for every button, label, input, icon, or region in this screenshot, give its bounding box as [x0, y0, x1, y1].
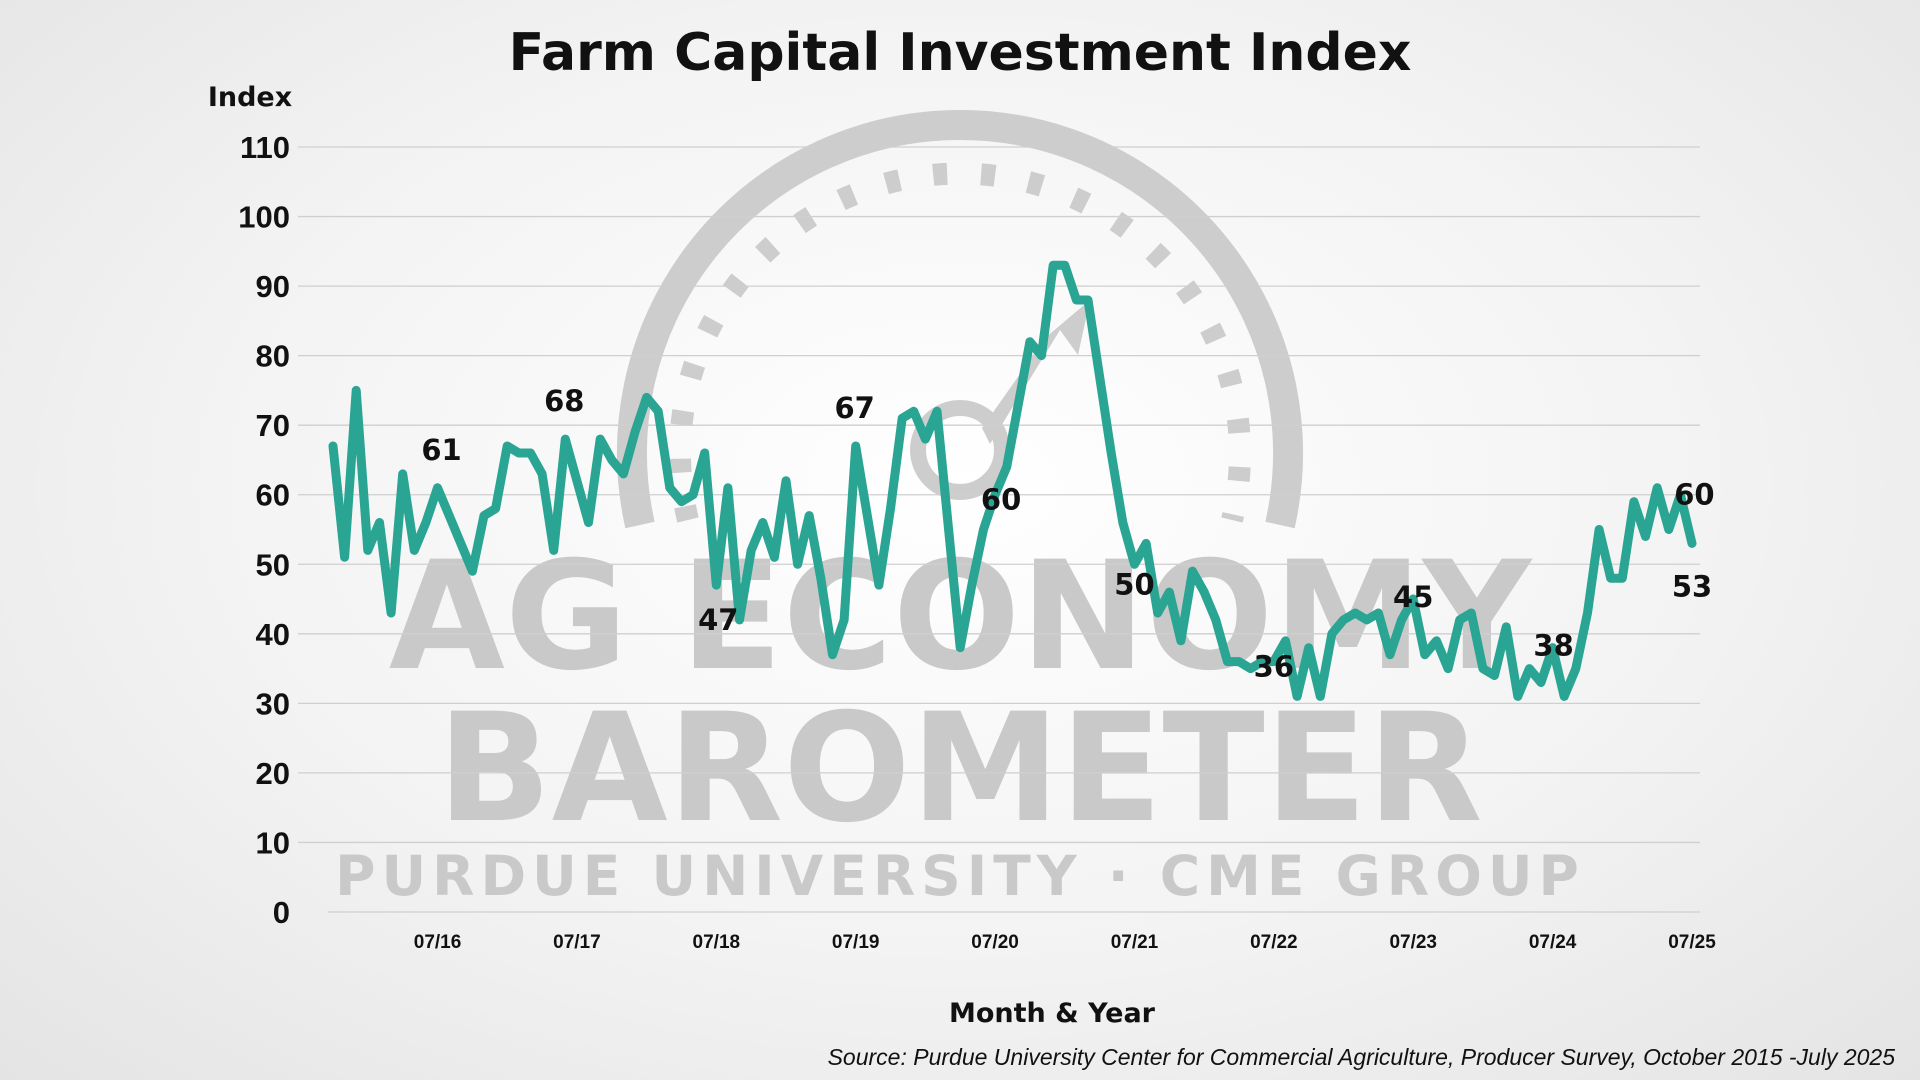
y-tick-label: 90: [256, 269, 290, 304]
series-layer: [328, 260, 1697, 701]
y-tick-label: 20: [256, 756, 290, 791]
y-axis-ticks: 0 10 20 30 40 50 60 70 80 90 100 110: [238, 130, 290, 930]
gauge-icon: [617, 110, 1303, 529]
x-tick-label: 07/20: [971, 932, 1019, 953]
watermark-line-2: BAROMETER: [437, 682, 1482, 856]
x-tick-label: 07/25: [1668, 932, 1716, 953]
y-tick-label: 60: [256, 478, 290, 513]
gridlines: [298, 146, 1700, 913]
source-note: Source: Purdue University Center for Com…: [828, 1044, 1896, 1070]
x-tick-label: 07/24: [1529, 932, 1577, 953]
y-tick-label: 10: [256, 825, 290, 860]
y-tick-label: 30: [256, 686, 290, 721]
data-label: 60: [1674, 478, 1714, 512]
x-axis-ticks: 07/16 07/17 07/18 07/19 07/20 07/21 07/22 07/23…: [414, 932, 1716, 953]
series-line: [328, 260, 1697, 701]
data-label: 67: [835, 391, 875, 425]
data-label: 36: [1254, 650, 1294, 684]
x-tick-label: 07/17: [553, 932, 601, 953]
y-tick-label: 0: [273, 895, 290, 930]
y-axis-label: Index: [208, 82, 292, 113]
data-labels: 61 68 47 67 60 50 36 45 38 60 53: [421, 384, 1714, 684]
x-tick-label: 07/18: [693, 932, 741, 953]
y-tick-label: 50: [256, 547, 290, 582]
data-label: 38: [1533, 629, 1573, 663]
chart-title: Farm Capital Investment Index: [509, 23, 1412, 83]
y-tick-label: 80: [256, 339, 290, 374]
watermark-line-3: PURDUE UNIVERSITY · CME GROUP: [335, 844, 1585, 908]
x-tick-label: 07/21: [1111, 932, 1159, 953]
data-label: 60: [981, 483, 1021, 517]
x-axis-label: Month & Year: [949, 998, 1156, 1029]
watermark: AG ECONOMY BAROMETER PURDUE UNIVERSITY ·…: [335, 110, 1585, 908]
data-label: 61: [421, 433, 461, 467]
y-tick-label: 40: [256, 617, 290, 652]
y-tick-label: 70: [256, 408, 290, 443]
x-tick-label: 07/23: [1389, 932, 1437, 953]
data-label: 47: [698, 603, 738, 637]
x-tick-label: 07/16: [414, 932, 462, 953]
data-label: 68: [544, 384, 584, 418]
data-label: 45: [1393, 580, 1433, 614]
x-tick-label: 07/22: [1250, 932, 1298, 953]
data-label: 53: [1672, 569, 1712, 603]
y-tick-label: 110: [240, 130, 290, 165]
x-tick-label: 07/19: [832, 932, 880, 953]
data-label: 50: [1114, 567, 1154, 601]
y-tick-label: 100: [238, 200, 290, 235]
